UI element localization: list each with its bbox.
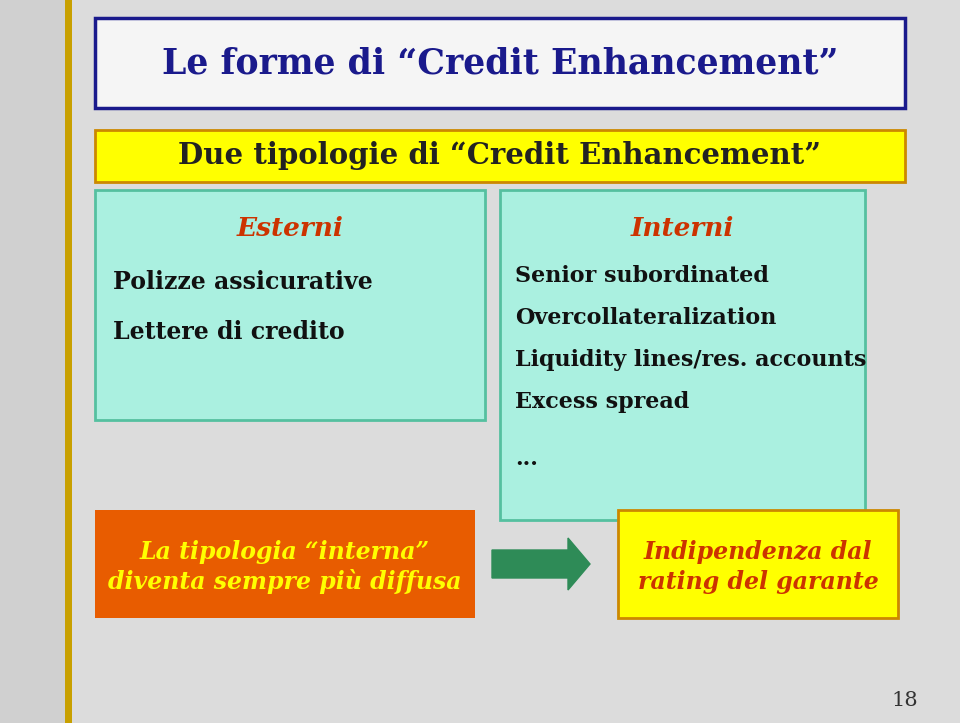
Bar: [95, 510, 475, 618]
Text: Le forme di “Credit Enhancement”: Le forme di “Credit Enhancement”: [161, 46, 838, 80]
Text: 18: 18: [892, 690, 919, 709]
Text: diventa sempre più diffusa: diventa sempre più diffusa: [108, 570, 462, 594]
Bar: [500, 190, 865, 520]
Bar: [95, 18, 905, 108]
Bar: [618, 510, 898, 618]
Text: Due tipologie di “Credit Enhancement”: Due tipologie di “Credit Enhancement”: [179, 142, 822, 171]
Bar: [95, 190, 485, 420]
Bar: [0, 0, 72, 723]
Text: Interni: Interni: [631, 215, 734, 241]
Text: rating del garante: rating del garante: [637, 570, 878, 594]
Text: Overcollateralization: Overcollateralization: [515, 307, 777, 329]
FancyArrow shape: [492, 538, 590, 590]
Text: Indipendenza dal: Indipendenza dal: [644, 540, 873, 564]
Text: La tipologia “interna”: La tipologia “interna”: [140, 540, 430, 564]
Bar: [65, 0, 72, 723]
Text: Polizze assicurative: Polizze assicurative: [113, 270, 372, 294]
Text: Esterni: Esterni: [236, 215, 344, 241]
Text: Liquidity lines/res. accounts: Liquidity lines/res. accounts: [515, 349, 866, 371]
Text: Lettere di credito: Lettere di credito: [113, 320, 345, 344]
Bar: [95, 130, 905, 182]
Text: Senior subordinated: Senior subordinated: [515, 265, 769, 287]
Text: Excess spread: Excess spread: [515, 391, 689, 413]
Text: ...: ...: [515, 448, 538, 470]
